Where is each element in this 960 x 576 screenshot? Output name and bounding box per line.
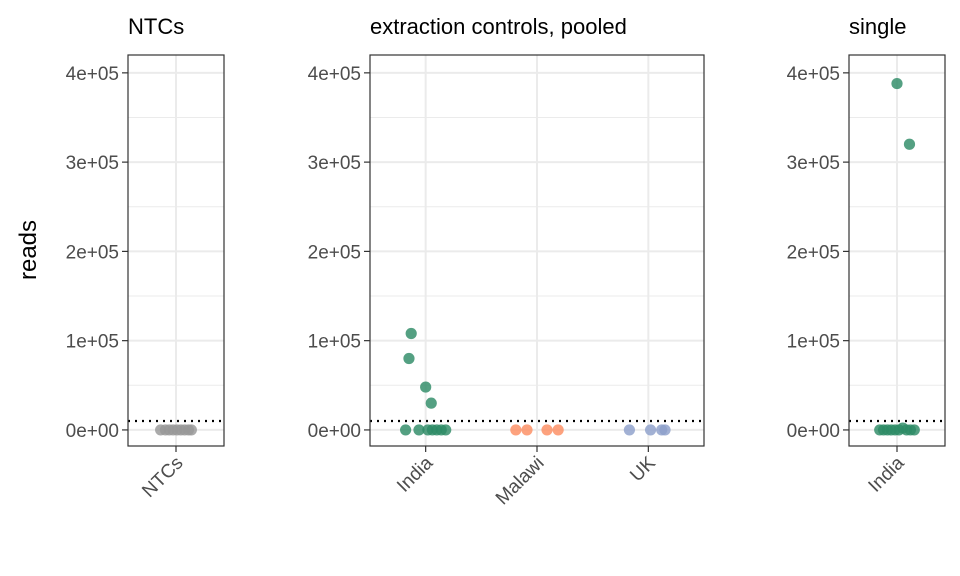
- y-tick-label: 1e+05: [308, 332, 361, 353]
- data-point: [644, 424, 657, 436]
- x-tick-label: UK: [626, 452, 660, 486]
- data-point: [403, 352, 415, 365]
- facet-title: extraction controls, pooled: [370, 14, 627, 39]
- x-tick-label: India: [393, 452, 437, 496]
- y-tick-label: 2e+05: [787, 242, 840, 263]
- y-tick-label: 4e+05: [66, 64, 119, 85]
- data-point: [541, 424, 553, 436]
- panel-border: [369, 54, 705, 447]
- y-tick-label: 4e+05: [308, 64, 361, 85]
- x-tick-label: India: [865, 452, 909, 496]
- y-tick-label: 2e+05: [66, 242, 119, 263]
- y-tick-label: 0e+00: [787, 421, 840, 442]
- facet-panel-3: 0e+00 1e+05 2e+05 3e+05 4e+05 India single: [787, 14, 946, 497]
- facet-panel-1: 0e+00 1e+05 2e+05 3e+05 4e+05 NTCs NTCs: [66, 14, 225, 502]
- facet-title: single: [849, 14, 906, 39]
- data-point: [552, 424, 564, 436]
- y-tick-label: 0e+00: [308, 421, 361, 442]
- data-point: [908, 424, 920, 436]
- y-tick-label: 1e+05: [66, 332, 119, 353]
- data-point: [425, 397, 437, 409]
- data-point: [400, 424, 412, 436]
- data-point: [521, 424, 533, 436]
- y-axis-title: reads: [15, 220, 42, 280]
- data-point: [510, 424, 522, 436]
- data-point: [891, 77, 903, 90]
- y-tick-label: 3e+05: [308, 153, 361, 174]
- y-tick-label: 3e+05: [787, 153, 840, 174]
- x-tick-label: Malawi: [492, 453, 549, 510]
- panel-border: [127, 54, 225, 447]
- data-point: [903, 138, 916, 150]
- facet-panels: 0e+00 1e+05 2e+05 3e+05 4e+05 NTCs NTCs 0e+00 1e…: [66, 14, 946, 510]
- x-tick-label: NTCs: [138, 453, 187, 502]
- data-point: [185, 424, 197, 436]
- y-tick-label: 1e+05: [787, 332, 840, 353]
- data-point: [413, 424, 425, 436]
- panel-border: [848, 54, 946, 447]
- y-tick-label: 4e+05: [787, 64, 840, 85]
- facet-panel-2: 0e+00 1e+05 2e+05 3e+05 4e+05 India Malawi UK ex…: [308, 14, 705, 510]
- data-point: [623, 424, 636, 436]
- data-point: [659, 424, 671, 436]
- facet-title: NTCs: [128, 14, 184, 39]
- y-tick-label: 0e+00: [66, 421, 119, 442]
- y-tick-label: 3e+05: [66, 153, 119, 174]
- y-tick-label: 2e+05: [308, 242, 361, 263]
- data-point: [405, 327, 417, 340]
- data-point: [420, 381, 432, 393]
- data-point: [440, 424, 452, 436]
